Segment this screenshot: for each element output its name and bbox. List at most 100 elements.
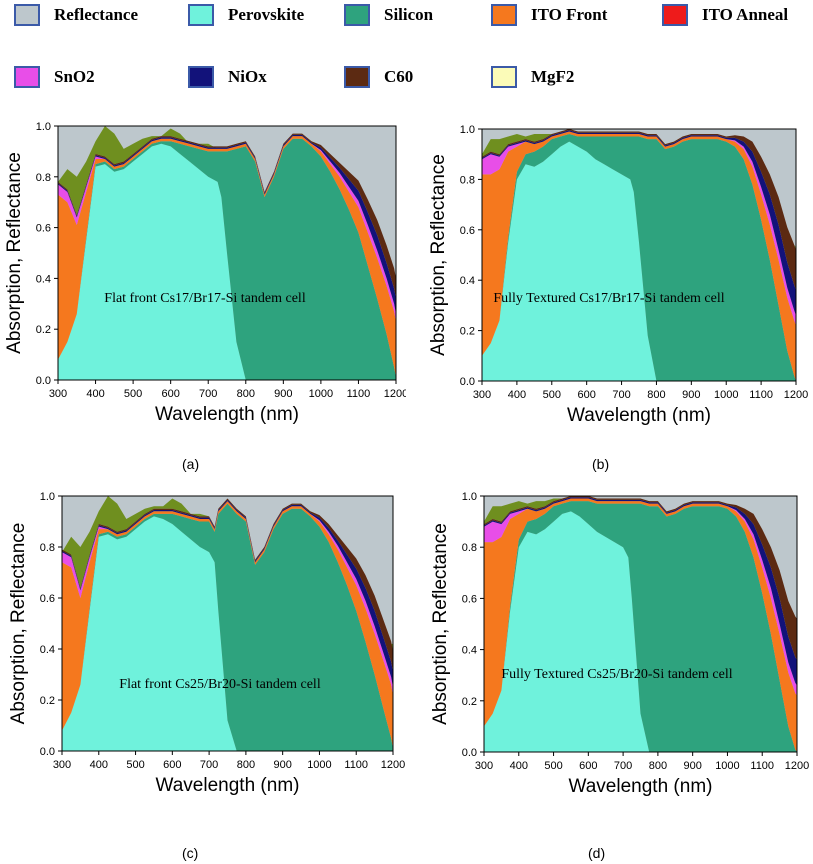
y-tick-label: 0.0 — [36, 375, 51, 387]
x-axis-label: Wavelength (nm) — [569, 776, 713, 797]
chart-panel-a: 300 400 500 600 700 800 900 1000 1100 1200 0.0 0.2 0… — [0, 112, 406, 452]
x-tick-label: 700 — [612, 389, 630, 401]
legend-item-ito-anneal: ITO Anneal — [662, 4, 788, 26]
chart-annotation: Flat front Cs17/Br17-Si tandem cell — [104, 291, 306, 306]
area-perovskite — [62, 516, 393, 751]
y-tick-label: 1.0 — [462, 491, 477, 503]
x-tick-label: 1200 — [785, 760, 809, 772]
chart-panel-d: 300 400 500 600 700 800 900 1000 1100 1200 0.0 0.2 0… — [407, 482, 813, 832]
y-tick-label: 1.0 — [36, 121, 51, 133]
y-tick-label: 0.6 — [36, 223, 51, 235]
x-tick-label: 300 — [49, 388, 67, 400]
legend-label: ITO Front — [531, 5, 608, 24]
legend-item-reflectance: Reflectance — [14, 4, 138, 26]
plot-frame — [61, 495, 394, 752]
legend-label: Silicon — [384, 5, 434, 24]
y-tick-label: 0.2 — [40, 695, 55, 707]
x-tick-label: 400 — [86, 388, 104, 400]
y-tick-label: 0.4 — [462, 645, 477, 657]
area-silicon — [62, 503, 393, 751]
y-tick-label: 0.2 — [462, 696, 477, 708]
legend-item-mgf2: MgF2 — [491, 66, 574, 88]
area-ito-front — [482, 131, 796, 381]
chart-panel-b: 300 400 500 600 700 800 900 1000 1100 1200 0.0 0.2 0… — [407, 112, 813, 452]
x-tick-label: 1200 — [381, 759, 405, 771]
plot-area — [484, 496, 797, 752]
x-tick-label: 1000 — [714, 389, 738, 401]
area-ito-front — [484, 498, 797, 752]
legend-swatch — [188, 66, 214, 88]
y-axis-label: Absorption, Reflectance — [428, 154, 449, 356]
legend-swatch — [14, 4, 40, 26]
x-tick-label: 900 — [683, 760, 701, 772]
x-tick-label: 800 — [647, 389, 665, 401]
area-perovskite — [484, 511, 797, 752]
x-tick-label: 600 — [161, 388, 179, 400]
y-tick-label: 0.4 — [36, 273, 51, 285]
x-tick-label: 1100 — [749, 389, 773, 401]
plot-area — [62, 496, 393, 751]
plot-area — [58, 126, 396, 380]
legend-label: Perovskite — [228, 5, 305, 24]
x-tick-label: 700 — [614, 760, 632, 772]
area-perovskite — [58, 143, 396, 380]
legend-swatch — [491, 4, 517, 26]
x-tick-label: 300 — [473, 389, 491, 401]
x-tick-label: 300 — [53, 759, 71, 771]
x-tick-label: 1100 — [750, 760, 774, 772]
panel-label-c: (c) — [182, 845, 199, 861]
legend-label: ITO Anneal — [702, 5, 789, 24]
x-tick-label: 300 — [475, 760, 493, 772]
y-tick-label: 0.8 — [462, 542, 477, 554]
y-tick-label: 0.6 — [40, 593, 55, 605]
chart-annotation: Fully Textured Cs17/Br17-Si tandem cell — [493, 291, 724, 306]
legend-swatch — [344, 4, 370, 26]
legend: Reflectance Perovskite Silicon ITO Front ITO… — [0, 0, 813, 110]
x-tick-label: 400 — [508, 389, 526, 401]
x-tick-label: 500 — [124, 388, 142, 400]
x-tick-label: 500 — [126, 759, 144, 771]
x-tick-label: 1200 — [784, 389, 808, 401]
legend-item-c60: C60 — [344, 66, 413, 88]
chart-panel-c: 300 400 500 600 700 800 900 1000 1100 1200 0.0 0.2 0… — [0, 482, 406, 832]
x-tick-label: 400 — [510, 760, 528, 772]
plot-frame — [57, 125, 397, 381]
plot-frame — [481, 128, 797, 382]
legend-item-sno2: SnO2 — [14, 66, 95, 88]
x-tick-label: 500 — [544, 760, 562, 772]
y-axis-label: Absorption, Reflectance — [4, 152, 25, 354]
y-tick-label: 0.8 — [460, 174, 475, 186]
legend-swatch — [188, 4, 214, 26]
x-tick-label: 800 — [649, 760, 667, 772]
plot-frame — [483, 495, 798, 753]
legend-item-niox: NiOx — [188, 66, 267, 88]
y-axis-label: Absorption, Reflectance — [430, 523, 451, 725]
chart-c: 300 400 500 600 700 800 900 1000 1100 1200 0.0 0.2 0… — [8, 491, 405, 796]
y-tick-label: 0.4 — [460, 275, 475, 287]
area-silicon — [484, 501, 797, 752]
legend-swatch — [344, 66, 370, 88]
x-tick-label: 1000 — [307, 759, 331, 771]
y-tick-label: 0.2 — [460, 326, 475, 338]
legend-label: Reflectance — [54, 5, 139, 24]
x-tick-label: 800 — [237, 388, 255, 400]
legend-item-perovskite: Perovskite — [188, 4, 304, 26]
x-tick-label: 1100 — [344, 759, 368, 771]
y-tick-label: 0.0 — [40, 746, 55, 758]
y-tick-label: 0.6 — [462, 593, 477, 605]
chart-annotation: Fully Textured Cs25/Br20-Si tandem cell — [501, 667, 732, 682]
y-tick-label: 1.0 — [460, 124, 475, 136]
x-tick-label: 600 — [577, 389, 595, 401]
x-tick-label: 600 — [579, 760, 597, 772]
legend-swatch — [662, 4, 688, 26]
legend-item-ito-front: ITO Front — [491, 4, 607, 26]
y-axis-label: Absorption, Reflectance — [8, 523, 29, 725]
x-tick-label: 600 — [163, 759, 181, 771]
legend-swatch — [491, 66, 517, 88]
x-tick-label: 900 — [273, 759, 291, 771]
legend-item-silicon: Silicon — [344, 4, 433, 26]
x-tick-label: 1000 — [309, 388, 333, 400]
x-tick-label: 1200 — [384, 388, 406, 400]
area-perovskite — [482, 141, 796, 381]
chart-a: 300 400 500 600 700 800 900 1000 1100 1200 0.0 0.2 0… — [4, 121, 406, 425]
